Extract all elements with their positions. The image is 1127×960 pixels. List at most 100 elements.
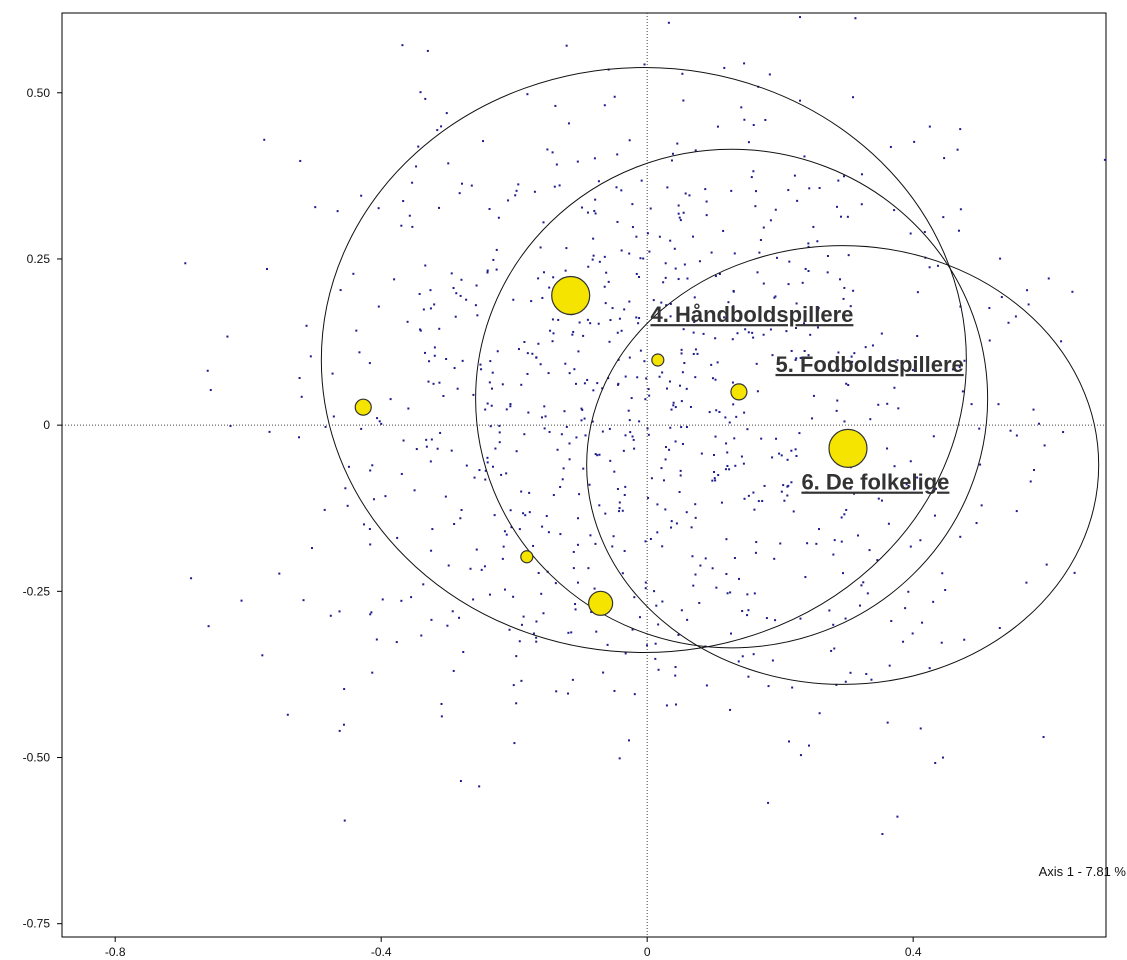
individual-point bbox=[489, 360, 492, 363]
individual-point bbox=[678, 491, 681, 494]
individual-point bbox=[771, 456, 774, 459]
individual-point bbox=[644, 581, 647, 584]
individual-point bbox=[675, 522, 678, 525]
individual-point bbox=[623, 493, 626, 496]
individual-point bbox=[835, 409, 838, 412]
individual-point bbox=[786, 485, 789, 488]
individual-point bbox=[1015, 434, 1018, 437]
individual-point bbox=[997, 403, 1000, 406]
individual-point bbox=[756, 390, 759, 393]
individual-point bbox=[735, 415, 738, 418]
individual-point bbox=[620, 249, 623, 252]
individual-point bbox=[480, 568, 483, 571]
individual-point bbox=[424, 264, 427, 267]
individual-point bbox=[547, 372, 550, 375]
individual-point bbox=[488, 593, 491, 596]
individual-point bbox=[702, 332, 705, 335]
individual-point bbox=[445, 112, 448, 115]
individual-point bbox=[430, 618, 433, 621]
individual-point bbox=[746, 428, 749, 431]
category-marker bbox=[354, 398, 372, 416]
individual-point bbox=[598, 504, 601, 507]
individual-point bbox=[694, 348, 697, 351]
individual-point bbox=[847, 254, 850, 257]
individual-point bbox=[700, 452, 703, 455]
individual-point bbox=[828, 609, 831, 612]
individual-point bbox=[774, 208, 777, 211]
individual-point bbox=[760, 437, 763, 440]
individual-point bbox=[880, 499, 883, 502]
individual-point bbox=[555, 690, 558, 693]
individual-point bbox=[1007, 321, 1010, 324]
individual-point bbox=[754, 205, 757, 208]
individual-point bbox=[680, 609, 683, 612]
individual-point bbox=[843, 175, 846, 178]
individual-point bbox=[799, 617, 802, 620]
individual-point bbox=[190, 577, 193, 580]
individual-point bbox=[696, 352, 699, 355]
individual-point bbox=[893, 386, 896, 389]
individual-point bbox=[592, 254, 595, 257]
individual-point bbox=[368, 362, 371, 365]
individual-point bbox=[613, 689, 616, 692]
individual-point bbox=[681, 72, 684, 75]
individual-point bbox=[486, 402, 489, 405]
individual-point bbox=[704, 188, 707, 191]
individual-point bbox=[988, 339, 991, 342]
individual-point bbox=[681, 443, 684, 446]
individual-point bbox=[801, 281, 804, 284]
individual-point bbox=[632, 438, 635, 441]
individual-point bbox=[1033, 469, 1036, 472]
individual-point bbox=[705, 316, 708, 319]
individual-point bbox=[438, 327, 441, 330]
individual-point bbox=[411, 225, 414, 228]
individual-point bbox=[753, 592, 756, 595]
individual-point bbox=[769, 328, 772, 331]
individual-point bbox=[716, 361, 719, 364]
individual-point bbox=[583, 382, 586, 385]
individual-point bbox=[737, 577, 740, 580]
individual-point bbox=[698, 260, 701, 263]
individual-point bbox=[523, 433, 526, 436]
individual-point bbox=[816, 326, 819, 329]
individual-point bbox=[808, 187, 811, 190]
individual-point bbox=[616, 153, 619, 156]
individual-point bbox=[643, 360, 646, 363]
individual-point bbox=[627, 739, 630, 742]
individual-point bbox=[652, 299, 655, 302]
individual-point bbox=[424, 97, 427, 100]
individual-point bbox=[453, 367, 456, 370]
individual-point bbox=[624, 652, 627, 655]
individual-point bbox=[757, 500, 760, 503]
individual-point bbox=[710, 251, 713, 254]
individual-point bbox=[589, 534, 592, 537]
individual-point bbox=[564, 362, 567, 365]
category-marker bbox=[730, 383, 748, 401]
individual-point bbox=[788, 260, 791, 263]
individual-point bbox=[618, 501, 621, 504]
individual-point bbox=[635, 272, 638, 275]
individual-point bbox=[1032, 408, 1035, 411]
individual-point bbox=[741, 610, 744, 613]
individual-point bbox=[278, 572, 281, 575]
individual-point bbox=[807, 242, 810, 245]
individual-point bbox=[818, 186, 821, 189]
individual-point bbox=[593, 209, 596, 212]
individual-point bbox=[669, 302, 672, 305]
individual-point bbox=[775, 437, 778, 440]
individual-point bbox=[857, 534, 860, 537]
group-labels: 4. Håndboldspillere 5. Fodboldspillere 6. … bbox=[650, 302, 963, 495]
individual-point bbox=[522, 512, 525, 515]
individual-point bbox=[739, 324, 742, 327]
individual-point bbox=[458, 616, 461, 619]
individual-point bbox=[677, 212, 680, 215]
individual-point bbox=[263, 138, 266, 141]
individual-point bbox=[347, 465, 350, 468]
individual-point bbox=[324, 425, 327, 428]
individual-point bbox=[849, 671, 852, 674]
individual-point bbox=[665, 704, 668, 707]
individual-point bbox=[490, 404, 493, 407]
individual-point bbox=[265, 268, 268, 271]
individual-point bbox=[672, 401, 675, 404]
individual-point bbox=[574, 608, 577, 611]
